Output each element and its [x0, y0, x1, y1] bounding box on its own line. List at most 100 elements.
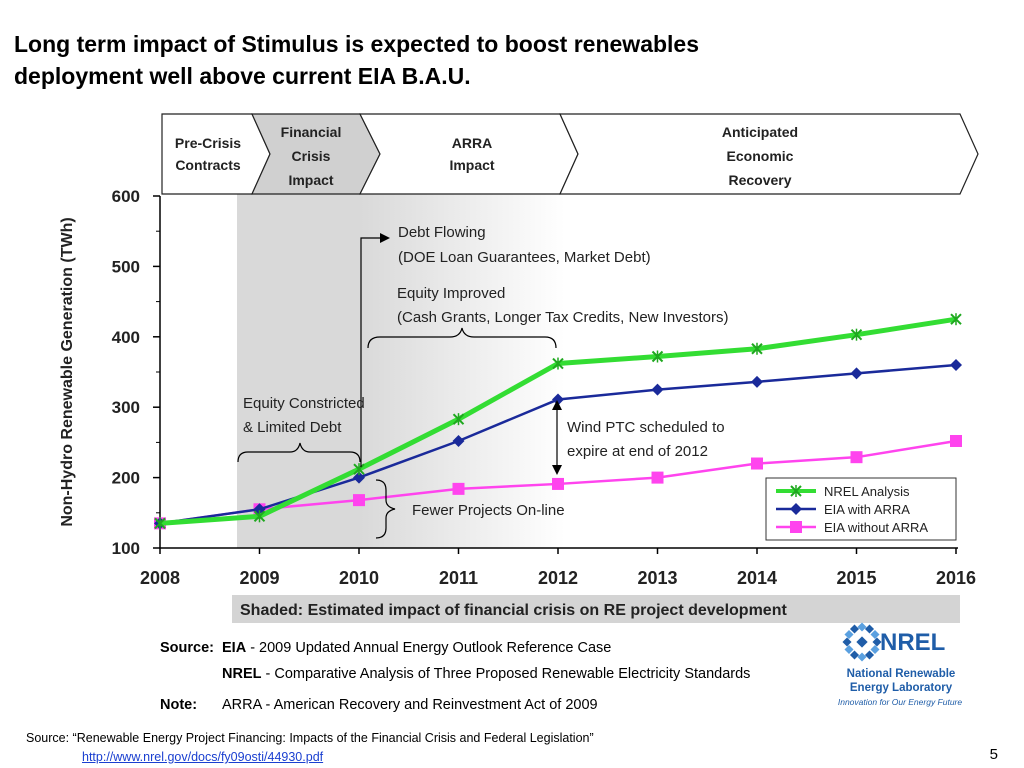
data-point-eia-without-arra — [651, 471, 664, 484]
phase-label-recovery-3: Recovery — [728, 172, 791, 188]
y-tick-label: 600 — [112, 187, 140, 206]
ptc-arrow-head-top — [552, 400, 562, 410]
x-tick-label: 2012 — [538, 568, 578, 588]
footer-url-link[interactable]: http://www.nrel.gov/docs/fy09osti/44930.… — [82, 750, 324, 764]
annotation-equity-2: (Cash Grants, Longer Tax Credits, New In… — [397, 309, 729, 326]
footer-source: Source: “Renewable Energy Project Financ… — [26, 731, 594, 745]
nrel-logo-dot — [844, 644, 854, 655]
source-nrel-name: NREL — [222, 666, 262, 682]
equity-brace — [367, 327, 557, 349]
note-label: Note: — [160, 697, 198, 713]
nrel-logo-dot — [844, 629, 854, 640]
nrel-logo-center — [856, 636, 868, 648]
nrel-lab-name: National Renewable Energy Laboratory — [836, 667, 966, 695]
y-tick-label: 400 — [112, 328, 140, 347]
x-tick-label: 2015 — [836, 568, 876, 588]
data-point-eia-with-arra — [552, 393, 564, 406]
y-tick-label: 100 — [112, 539, 140, 558]
nrel-name-line-2: Energy Laboratory — [849, 682, 953, 694]
phase-arra — [359, 113, 579, 195]
data-point-eia-without-arra — [850, 451, 863, 464]
y-axis-label: Non-Hydro Renewable Generation (TWh) — [59, 217, 76, 526]
data-point-eia-without-arra — [751, 457, 763, 470]
data-point-nrel-analysis — [253, 510, 266, 523]
shaded-caption: Shaded: Estimated impact of financial cr… — [240, 602, 787, 619]
annotation-equity-1: Equity Improved — [397, 285, 505, 302]
annotation-constricted-2: & Limited Debt — [243, 419, 342, 436]
source-eia-name: EIA — [222, 640, 247, 656]
fewer-brace — [375, 479, 396, 539]
slide-title-line-1: Long term impact of Stimulus is expected… — [14, 31, 700, 57]
x-tick-label: 2009 — [239, 568, 279, 588]
nrel-logo-dot — [849, 624, 860, 634]
data-point-nrel-analysis — [850, 328, 863, 341]
annotation-ptc-1: Wind PTC scheduled to — [567, 419, 725, 436]
data-point-eia-with-arra — [850, 367, 863, 380]
slide-title: Long term impact of Stimulus is expected… — [14, 28, 914, 92]
data-point-nrel-analysis — [651, 350, 664, 363]
legend-label-eia-with-arra: EIA with ARRA — [824, 502, 910, 517]
debt-arrow-line — [360, 237, 380, 467]
annotation-fewer: Fewer Projects On-line — [412, 502, 565, 519]
slide-title-line-2: deployment well above current EIA B.A.U. — [14, 63, 471, 89]
phase-label-arra-2: Impact — [449, 157, 494, 173]
nrel-logo-dot — [870, 644, 880, 655]
phase-label-arra-1: ARRA — [452, 135, 492, 151]
source-label: Source: — [160, 640, 214, 656]
nrel-name-line-1: National Renewable — [846, 668, 956, 680]
legend: NREL Analysis EIA with ARRA EIA without AR… — [765, 477, 957, 541]
phase-label-recovery-1: Anticipated — [722, 124, 798, 140]
phase-label-financial-2: Crisis — [292, 148, 331, 164]
x-tick-label: 2014 — [737, 568, 777, 588]
constricted-brace — [237, 442, 361, 463]
data-point-eia-with-arra — [950, 358, 962, 371]
x-tick-label: 2008 — [140, 568, 180, 588]
x-tick-label: 2016 — [936, 568, 976, 588]
phase-label-financial-3: Impact — [288, 172, 333, 188]
nrel-logo-dot — [864, 650, 875, 660]
annotation-ptc-2: expire at end of 2012 — [567, 443, 708, 460]
data-point-eia-with-arra — [353, 471, 365, 484]
nrel-logo-dot — [872, 637, 882, 647]
ptc-arrow-head-bottom — [552, 465, 562, 475]
data-point-nrel-analysis — [154, 517, 166, 530]
legend-marker-nrel-analysis — [790, 485, 802, 497]
phase-label-pre-crisis-2: Contracts — [175, 157, 241, 173]
note-text: ARRA - American Recovery and Reinvestmen… — [222, 697, 598, 713]
data-point-nrel-analysis — [950, 313, 962, 326]
nrel-logo-dot — [842, 637, 852, 647]
nrel-logo-dot — [857, 622, 867, 632]
data-point-eia-without-arra — [353, 494, 365, 507]
annotation-debt-1: Debt Flowing — [398, 224, 486, 241]
data-point-eia-with-arra — [651, 383, 664, 396]
phase-label-financial-1: Financial — [281, 124, 342, 140]
nrel-logo-dot — [864, 624, 875, 634]
source-eia-text: - 2009 Updated Annual Energy Outlook Ref… — [246, 640, 612, 656]
nrel-logo-dot — [870, 629, 880, 640]
debt-arrow-head — [380, 233, 390, 243]
source-nrel-text: - Comparative Analysis of Three Proposed… — [261, 666, 751, 682]
data-point-eia-with-arra — [452, 434, 465, 447]
data-point-eia-with-arra — [253, 503, 266, 516]
legend-marker-eia-with-arra — [790, 503, 802, 515]
phase-recovery — [559, 113, 979, 195]
phase-label-recovery-2: Economic — [727, 148, 794, 164]
nrel-logo-dot — [857, 652, 867, 662]
y-tick-label: 500 — [112, 257, 140, 276]
annotations: Debt Flowing (DOE Loan Guarantees, Marke… — [237, 224, 729, 539]
x-tick-label: 2013 — [637, 568, 677, 588]
legend-label-nrel-analysis: NREL Analysis — [824, 484, 910, 499]
nrel-logo-icon — [842, 622, 882, 662]
phase-banner: Pre-Crisis Contracts Financial Crisis Im… — [161, 113, 979, 195]
data-point-eia-with-arra — [751, 375, 763, 388]
legend-marker-eia-without-arra — [790, 521, 802, 533]
legend-label-eia-without-arra: EIA without ARRA — [824, 520, 928, 535]
data-point-eia-without-arra — [452, 482, 465, 495]
y-tick-label: 200 — [112, 469, 140, 488]
nrel-logo-dot — [849, 650, 860, 660]
nrel-tagline: Innovation for Our Energy Future — [837, 697, 963, 707]
annotation-constricted-1: Equity Constricted — [243, 395, 365, 412]
phase-pre-crisis — [161, 113, 271, 195]
page-number: 5 — [989, 746, 998, 763]
data-point-nrel-analysis — [452, 413, 465, 426]
